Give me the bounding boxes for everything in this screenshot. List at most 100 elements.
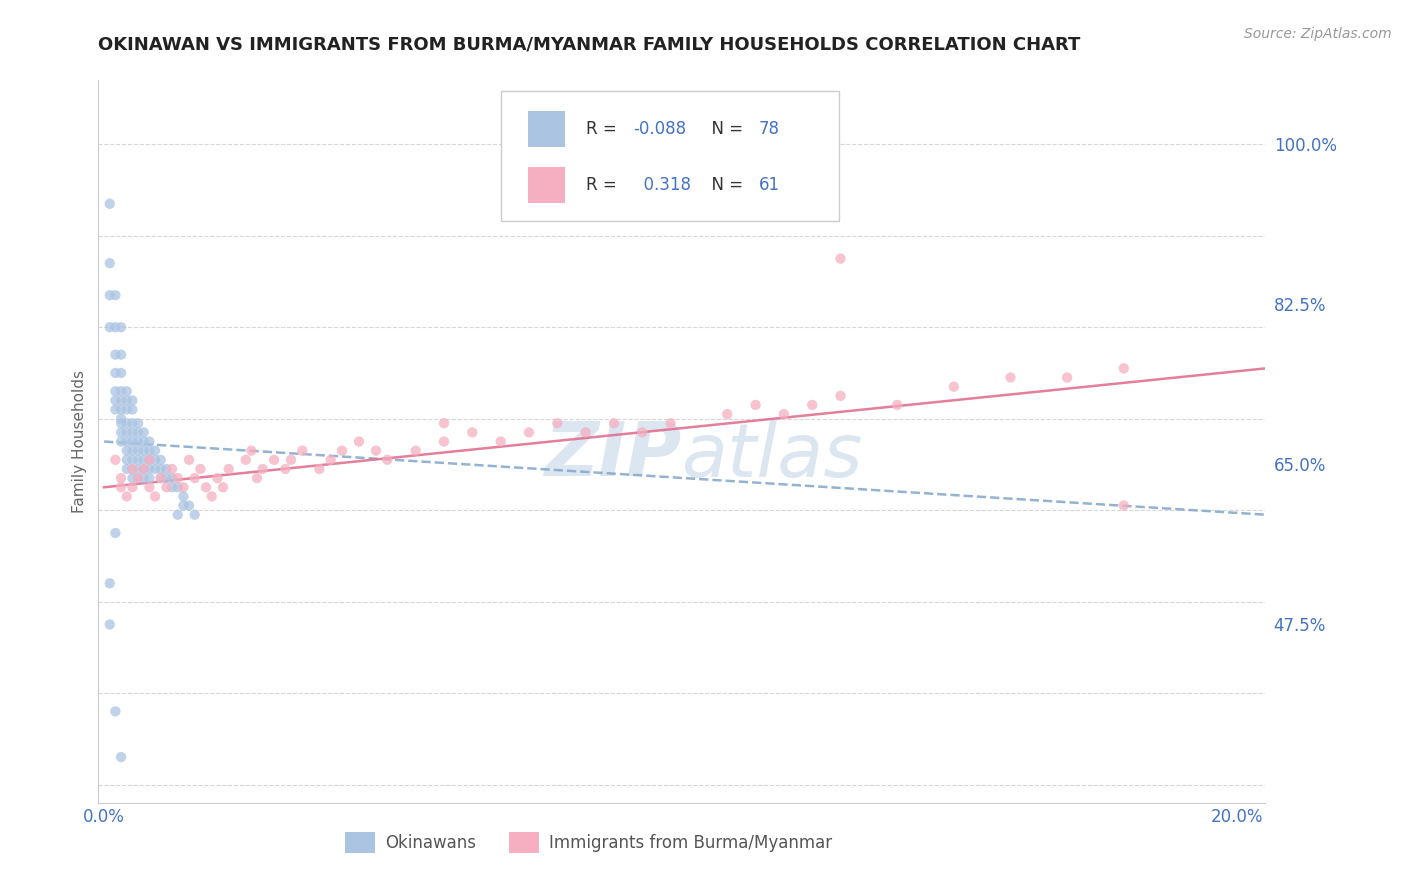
Point: [121, 480, 143, 494]
Point: [127, 462, 149, 476]
Point: [104, 366, 127, 380]
Point: [252, 462, 274, 476]
Point: [132, 462, 155, 476]
Point: [104, 393, 127, 408]
Point: [121, 462, 143, 476]
FancyBboxPatch shape: [527, 167, 565, 203]
Point: [121, 443, 143, 458]
Point: [149, 471, 172, 485]
FancyBboxPatch shape: [527, 112, 565, 147]
Point: [121, 434, 143, 449]
Point: [115, 453, 138, 467]
Text: 61: 61: [759, 176, 780, 194]
Point: [942, 379, 965, 393]
Point: [183, 508, 205, 522]
Point: [177, 453, 200, 467]
Point: [127, 416, 149, 430]
Point: [127, 425, 149, 440]
Point: [104, 704, 127, 718]
Point: [172, 490, 194, 504]
Point: [433, 416, 456, 430]
Point: [347, 434, 370, 449]
Point: [138, 453, 160, 467]
Point: [155, 480, 177, 494]
Point: [716, 407, 738, 421]
Text: ZIP: ZIP: [544, 419, 682, 492]
Text: -0.088: -0.088: [633, 120, 686, 138]
Point: [115, 416, 138, 430]
Text: N =: N =: [700, 176, 748, 194]
Point: [603, 416, 626, 430]
Point: [405, 443, 427, 458]
Point: [115, 443, 138, 458]
Point: [149, 462, 172, 476]
Point: [104, 384, 127, 399]
Point: [121, 416, 143, 430]
Point: [433, 434, 456, 449]
Point: [115, 434, 138, 449]
Point: [121, 425, 143, 440]
Point: [110, 366, 132, 380]
Point: [115, 402, 138, 417]
Point: [104, 526, 127, 541]
Point: [319, 453, 342, 467]
Point: [115, 462, 138, 476]
Point: [149, 453, 172, 467]
Point: [121, 471, 143, 485]
Point: [98, 196, 121, 211]
Point: [127, 471, 149, 485]
Point: [195, 480, 218, 494]
Point: [773, 407, 796, 421]
Point: [744, 398, 766, 412]
Point: [127, 471, 149, 485]
Point: [235, 453, 257, 467]
Point: [110, 402, 132, 417]
Point: [104, 402, 127, 417]
Text: N =: N =: [700, 120, 748, 138]
Point: [138, 462, 160, 476]
Point: [201, 490, 224, 504]
Point: [110, 434, 132, 449]
Point: [364, 443, 387, 458]
Point: [172, 480, 194, 494]
Point: [132, 425, 155, 440]
Point: [155, 462, 177, 476]
Point: [149, 471, 172, 485]
Point: [98, 617, 121, 632]
Point: [104, 453, 127, 467]
Point: [375, 453, 398, 467]
Point: [166, 508, 188, 522]
Y-axis label: Family Households: Family Households: [72, 370, 87, 513]
Point: [110, 480, 132, 494]
Point: [110, 416, 132, 430]
Point: [143, 490, 166, 504]
Point: [110, 348, 132, 362]
Point: [110, 425, 132, 440]
Point: [110, 750, 132, 764]
Point: [143, 453, 166, 467]
Point: [138, 434, 160, 449]
Point: [1112, 499, 1135, 513]
Text: R =: R =: [586, 120, 623, 138]
Point: [330, 443, 353, 458]
Point: [631, 425, 654, 440]
Point: [110, 411, 132, 425]
Legend: Okinawans, Immigrants from Burma/Myanmar: Okinawans, Immigrants from Burma/Myanmar: [339, 826, 839, 860]
Text: 0.318: 0.318: [633, 176, 690, 194]
Point: [166, 480, 188, 494]
Point: [98, 576, 121, 591]
Text: 78: 78: [759, 120, 780, 138]
Text: R =: R =: [586, 176, 623, 194]
Point: [110, 384, 132, 399]
Point: [138, 443, 160, 458]
Point: [172, 499, 194, 513]
Point: [98, 288, 121, 302]
Point: [98, 320, 121, 334]
Point: [546, 416, 568, 430]
Point: [517, 425, 540, 440]
Point: [218, 462, 240, 476]
Text: Source: ZipAtlas.com: Source: ZipAtlas.com: [1244, 27, 1392, 41]
Point: [212, 480, 235, 494]
Point: [121, 402, 143, 417]
Point: [143, 462, 166, 476]
